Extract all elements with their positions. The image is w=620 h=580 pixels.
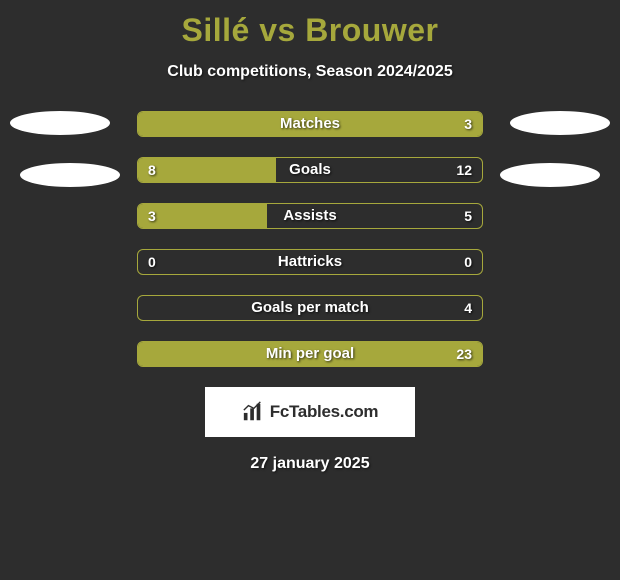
bar-row: Matches3 <box>137 111 483 137</box>
bar-value-right: 23 <box>446 342 482 366</box>
bar-value-right: 3 <box>454 112 482 136</box>
bar-row: Goals per match4 <box>137 295 483 321</box>
bar-value-right: 5 <box>454 204 482 228</box>
bar-row: 3Assists5 <box>137 203 483 229</box>
logo-box: FcTables.com <box>205 387 415 437</box>
player-left-oval-1 <box>10 111 110 135</box>
bar-label: Min per goal <box>138 342 482 366</box>
bar-label: Goals <box>138 158 482 182</box>
chart-icon <box>242 401 264 423</box>
bar-label: Assists <box>138 204 482 228</box>
bar-label: Goals per match <box>138 296 482 320</box>
page-title: Sillé vs Brouwer <box>0 0 620 49</box>
date-label: 27 january 2025 <box>0 455 620 473</box>
subtitle: Club competitions, Season 2024/2025 <box>0 63 620 81</box>
bars-container: Matches38Goals123Assists50Hattricks0Goal… <box>137 111 483 367</box>
bar-row: Min per goal23 <box>137 341 483 367</box>
player-right-oval-1 <box>510 111 610 135</box>
logo-text: FcTables.com <box>270 402 379 422</box>
comparison-chart: Matches38Goals123Assists50Hattricks0Goal… <box>0 111 620 473</box>
bar-value-right: 0 <box>454 250 482 274</box>
bar-label: Matches <box>138 112 482 136</box>
bar-label: Hattricks <box>138 250 482 274</box>
player-left-oval-2 <box>20 163 120 187</box>
bar-value-right: 12 <box>446 158 482 182</box>
bar-value-right: 4 <box>454 296 482 320</box>
player-right-oval-2 <box>500 163 600 187</box>
bar-row: 8Goals12 <box>137 157 483 183</box>
bar-row: 0Hattricks0 <box>137 249 483 275</box>
